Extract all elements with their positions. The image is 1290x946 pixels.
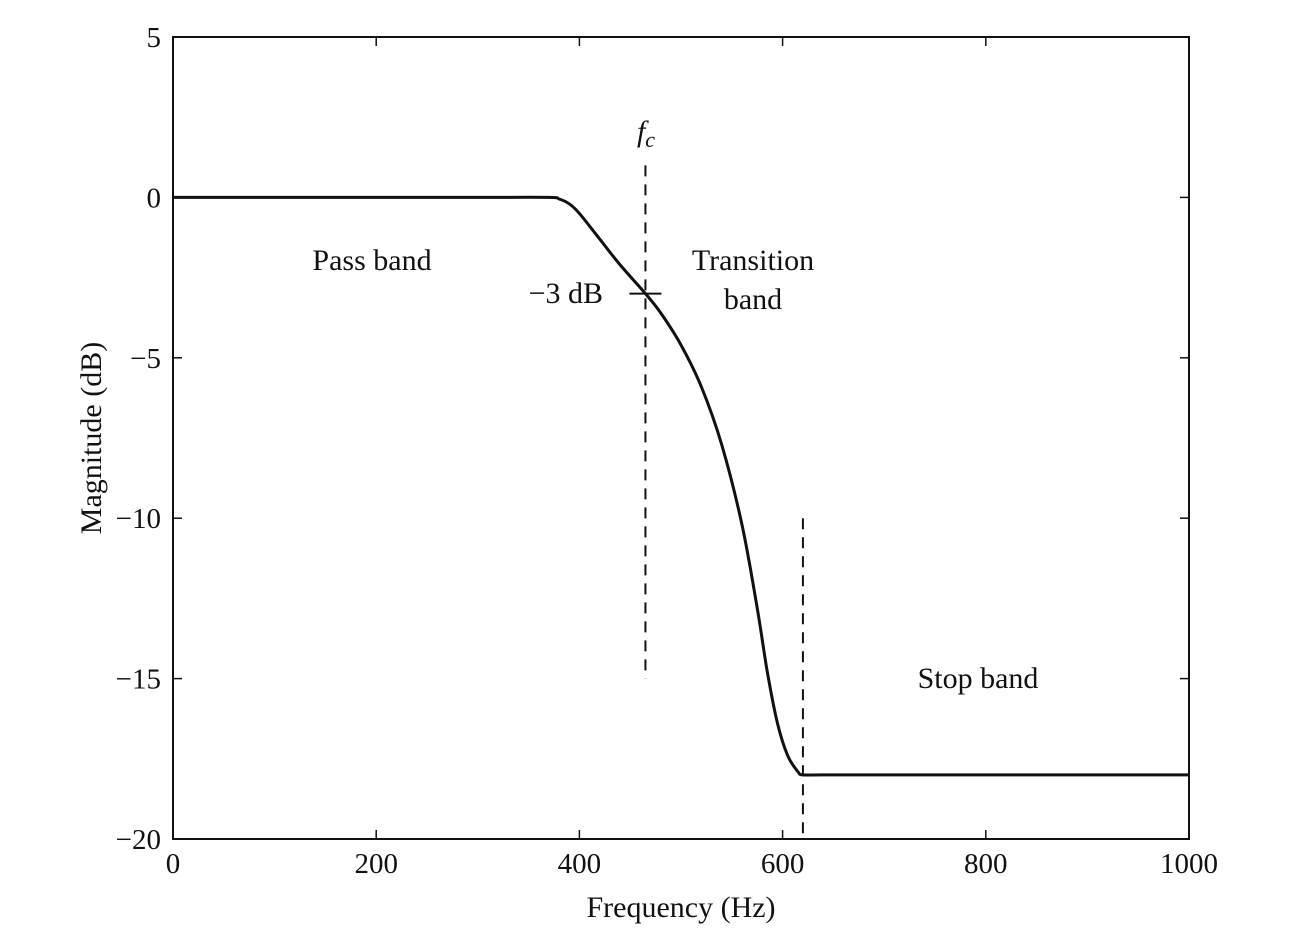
transition-band-label-line1: Transition [692, 244, 814, 277]
y-axis-label: Magnitude (dB) [75, 342, 108, 534]
plot-frame [172, 36, 1190, 840]
y-tick-label: −5 [130, 343, 161, 375]
fc-subscript: c [645, 127, 655, 152]
tick-labels: 0 200 400 600 800 1000 5 0 −5 −10 −15 −20 [116, 22, 1218, 880]
y-tick-label: 0 [147, 182, 162, 214]
transition-band-label-line2: band [724, 283, 782, 316]
stop-band-label: Stop band [918, 662, 1039, 695]
y-tick-label: −10 [116, 503, 161, 535]
x-tick-label: 800 [964, 848, 1008, 880]
x-axis-label: Frequency (Hz) [586, 891, 775, 924]
x-tick-label: 400 [558, 848, 602, 880]
magnitude-response-curve [173, 195, 1189, 777]
pass-band-label: Pass band [312, 244, 431, 277]
x-tick-label: 0 [166, 848, 181, 880]
y-tick-label: −15 [116, 664, 161, 696]
minus-3db-label: −3 dB [529, 277, 603, 310]
x-tick-label: 200 [354, 848, 398, 880]
cutoff-frequency-label: fc [637, 115, 655, 152]
y-tick-label: 5 [147, 22, 162, 54]
y-tick-label: −20 [116, 824, 161, 856]
x-tick-label: 600 [761, 848, 805, 880]
x-tick-label: 1000 [1160, 848, 1218, 880]
axis-ticks [172, 36, 1190, 840]
